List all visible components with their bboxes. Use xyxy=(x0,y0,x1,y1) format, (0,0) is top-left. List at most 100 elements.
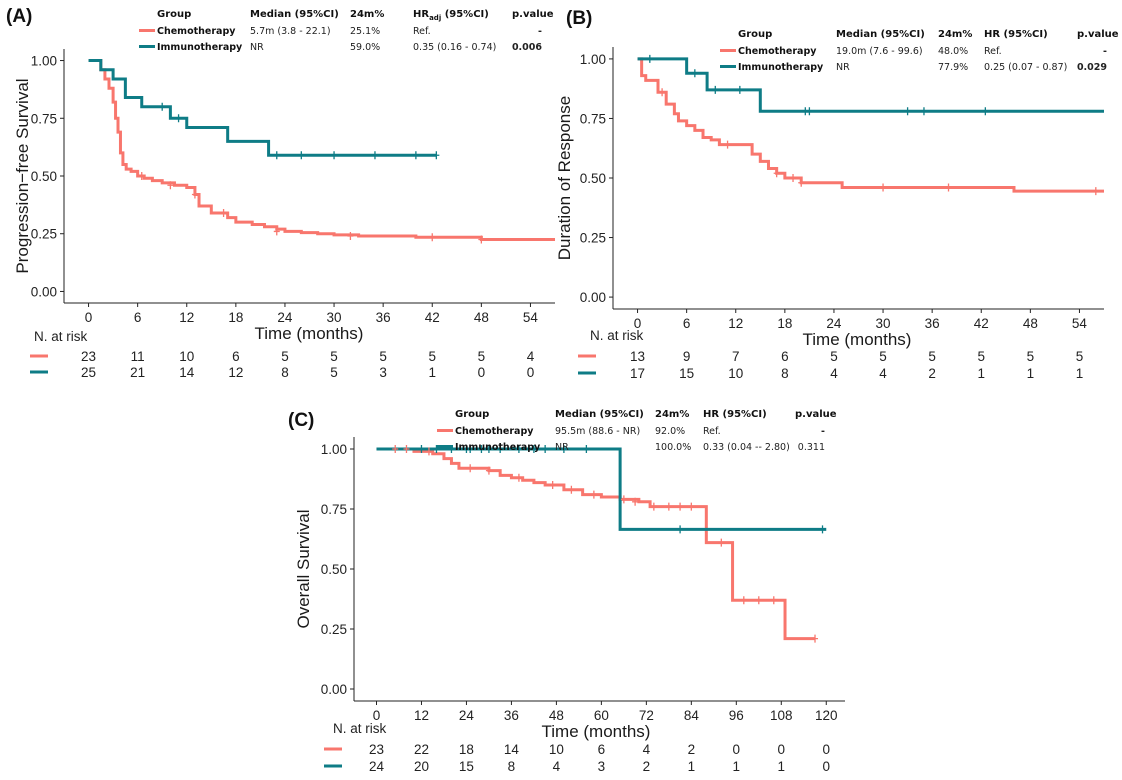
x-tick-label: 54 xyxy=(523,310,539,325)
panel-label: (A) xyxy=(6,6,32,27)
risk-count: 14 xyxy=(179,365,195,380)
risk-count: 10 xyxy=(728,366,743,381)
censor-mark xyxy=(273,151,280,160)
legend-header-hr-main: HR xyxy=(413,9,429,20)
risk-count: 10 xyxy=(179,349,194,364)
legend-header-hr: HR (95%CI) xyxy=(984,29,1048,40)
legend-median: NR xyxy=(250,42,264,53)
risk-count: 5 xyxy=(478,349,486,364)
censor-mark xyxy=(331,151,338,160)
legend-header-pvalue: p.value xyxy=(512,9,554,20)
legend-24m-pct: 92.0% xyxy=(655,426,685,437)
y-axis-title: Overall Survival xyxy=(294,509,313,628)
x-axis-title: Time (months) xyxy=(803,330,912,349)
risk-count: 3 xyxy=(379,365,387,380)
x-tick-label: 30 xyxy=(876,316,891,331)
x-tick-label: 96 xyxy=(729,708,744,723)
legend-hr: Ref. xyxy=(413,26,431,37)
legend-24m-pct: 59.0% xyxy=(350,42,380,53)
risk-count: 5 xyxy=(330,349,338,364)
censor-mark xyxy=(549,481,556,489)
km-curve-immunotherapy xyxy=(637,57,1104,113)
censor-mark xyxy=(191,190,198,199)
censor-mark xyxy=(736,85,743,94)
risk-table-title: N. at risk xyxy=(333,721,387,736)
risk-count: 25 xyxy=(81,365,96,380)
x-tick-label: 12 xyxy=(728,316,743,331)
risk-count: 0 xyxy=(527,365,535,380)
censor-mark xyxy=(677,502,684,511)
legend-header-24m: 24m% xyxy=(655,409,689,420)
x-tick-label: 120 xyxy=(815,708,838,723)
y-axis-title: Progression−free Survival xyxy=(13,78,32,273)
y-tick-label: 1.00 xyxy=(31,54,57,69)
censor-mark xyxy=(167,181,174,190)
risk-count: 0 xyxy=(823,759,831,774)
legend-header-median: Median (95%CI) xyxy=(836,29,925,40)
censor-mark xyxy=(220,208,227,217)
censor-mark xyxy=(273,227,280,236)
censor-mark xyxy=(620,495,627,504)
risk-count: 15 xyxy=(679,366,694,381)
x-tick-label: 18 xyxy=(777,316,792,331)
censor-mark xyxy=(632,497,639,506)
risk-count: 0 xyxy=(733,742,741,757)
risk-count: 1 xyxy=(733,759,741,774)
risk-count: 1 xyxy=(977,366,985,381)
risk-count: 13 xyxy=(630,349,645,364)
censor-mark xyxy=(659,88,666,97)
x-tick-label: 72 xyxy=(639,708,654,723)
risk-count: 2 xyxy=(643,759,651,774)
risk-count: 21 xyxy=(130,365,145,380)
risk-count: 22 xyxy=(414,742,429,757)
censor-mark xyxy=(650,502,657,511)
legend-header-hr-main: HR (95%CI) xyxy=(984,29,1048,40)
censor-mark xyxy=(920,107,927,116)
y-tick-label: 1.00 xyxy=(580,52,606,67)
risk-count: 2 xyxy=(688,742,696,757)
risk-count: 5 xyxy=(830,349,838,364)
risk-count: 17 xyxy=(630,366,645,381)
panel-b: (B)0.000.250.500.751.000 6 12 18 24 30 36 42 48 5… xyxy=(555,8,1119,381)
legend-median: 19.0m (7.6 - 99.6) xyxy=(836,46,923,57)
risk-count: 6 xyxy=(781,349,789,364)
y-tick-label: 0.75 xyxy=(580,111,606,126)
risk-count: 3 xyxy=(598,759,606,774)
censor-mark xyxy=(478,445,485,453)
censor-mark xyxy=(560,445,567,453)
panel-label: (C) xyxy=(288,410,314,431)
risk-count: 0 xyxy=(478,365,486,380)
legend-hr: Ref. xyxy=(703,426,721,437)
y-tick-label: 0.25 xyxy=(580,231,606,246)
x-tick-label: 108 xyxy=(770,708,793,723)
x-axis-title: Time (months) xyxy=(255,324,364,343)
legend-header-hr-main: HR (95%CI) xyxy=(703,409,767,420)
risk-count: 4 xyxy=(879,366,887,381)
x-tick-label: 42 xyxy=(974,316,989,331)
legend-table: Group Median (95%CI) 24m% HR (95%CI) p.value… xyxy=(437,409,837,453)
km-curve-immunotherapy xyxy=(376,447,827,531)
legend-header-hr: HR (95%CI) xyxy=(703,409,767,420)
risk-count: 1 xyxy=(778,759,786,774)
legend-hr: 0.33 (0.04 -- 2.80) xyxy=(703,442,790,453)
risk-count: 4 xyxy=(830,366,838,381)
legend-header-pvalue: p.value xyxy=(795,409,837,420)
y-tick-label: 0.75 xyxy=(31,111,57,126)
risk-count: 5 xyxy=(281,349,289,364)
censor-mark xyxy=(806,107,813,116)
x-tick-label: 24 xyxy=(826,316,842,331)
km-curve-chemotherapy xyxy=(376,447,816,641)
legend-hr: Ref. xyxy=(984,46,1002,57)
y-axis-title: Duration of Response xyxy=(555,96,574,260)
x-tick-label: 12 xyxy=(179,310,194,325)
censor-mark xyxy=(982,107,989,116)
x-tick-label: 24 xyxy=(277,310,293,325)
censor-mark xyxy=(392,445,399,453)
legend-median: NR xyxy=(555,442,569,453)
censor-mark xyxy=(515,445,522,453)
risk-count: 15 xyxy=(459,759,474,774)
censor-mark xyxy=(819,525,826,534)
y-tick-label: 0.00 xyxy=(31,284,57,299)
risk-count: 9 xyxy=(683,349,691,364)
